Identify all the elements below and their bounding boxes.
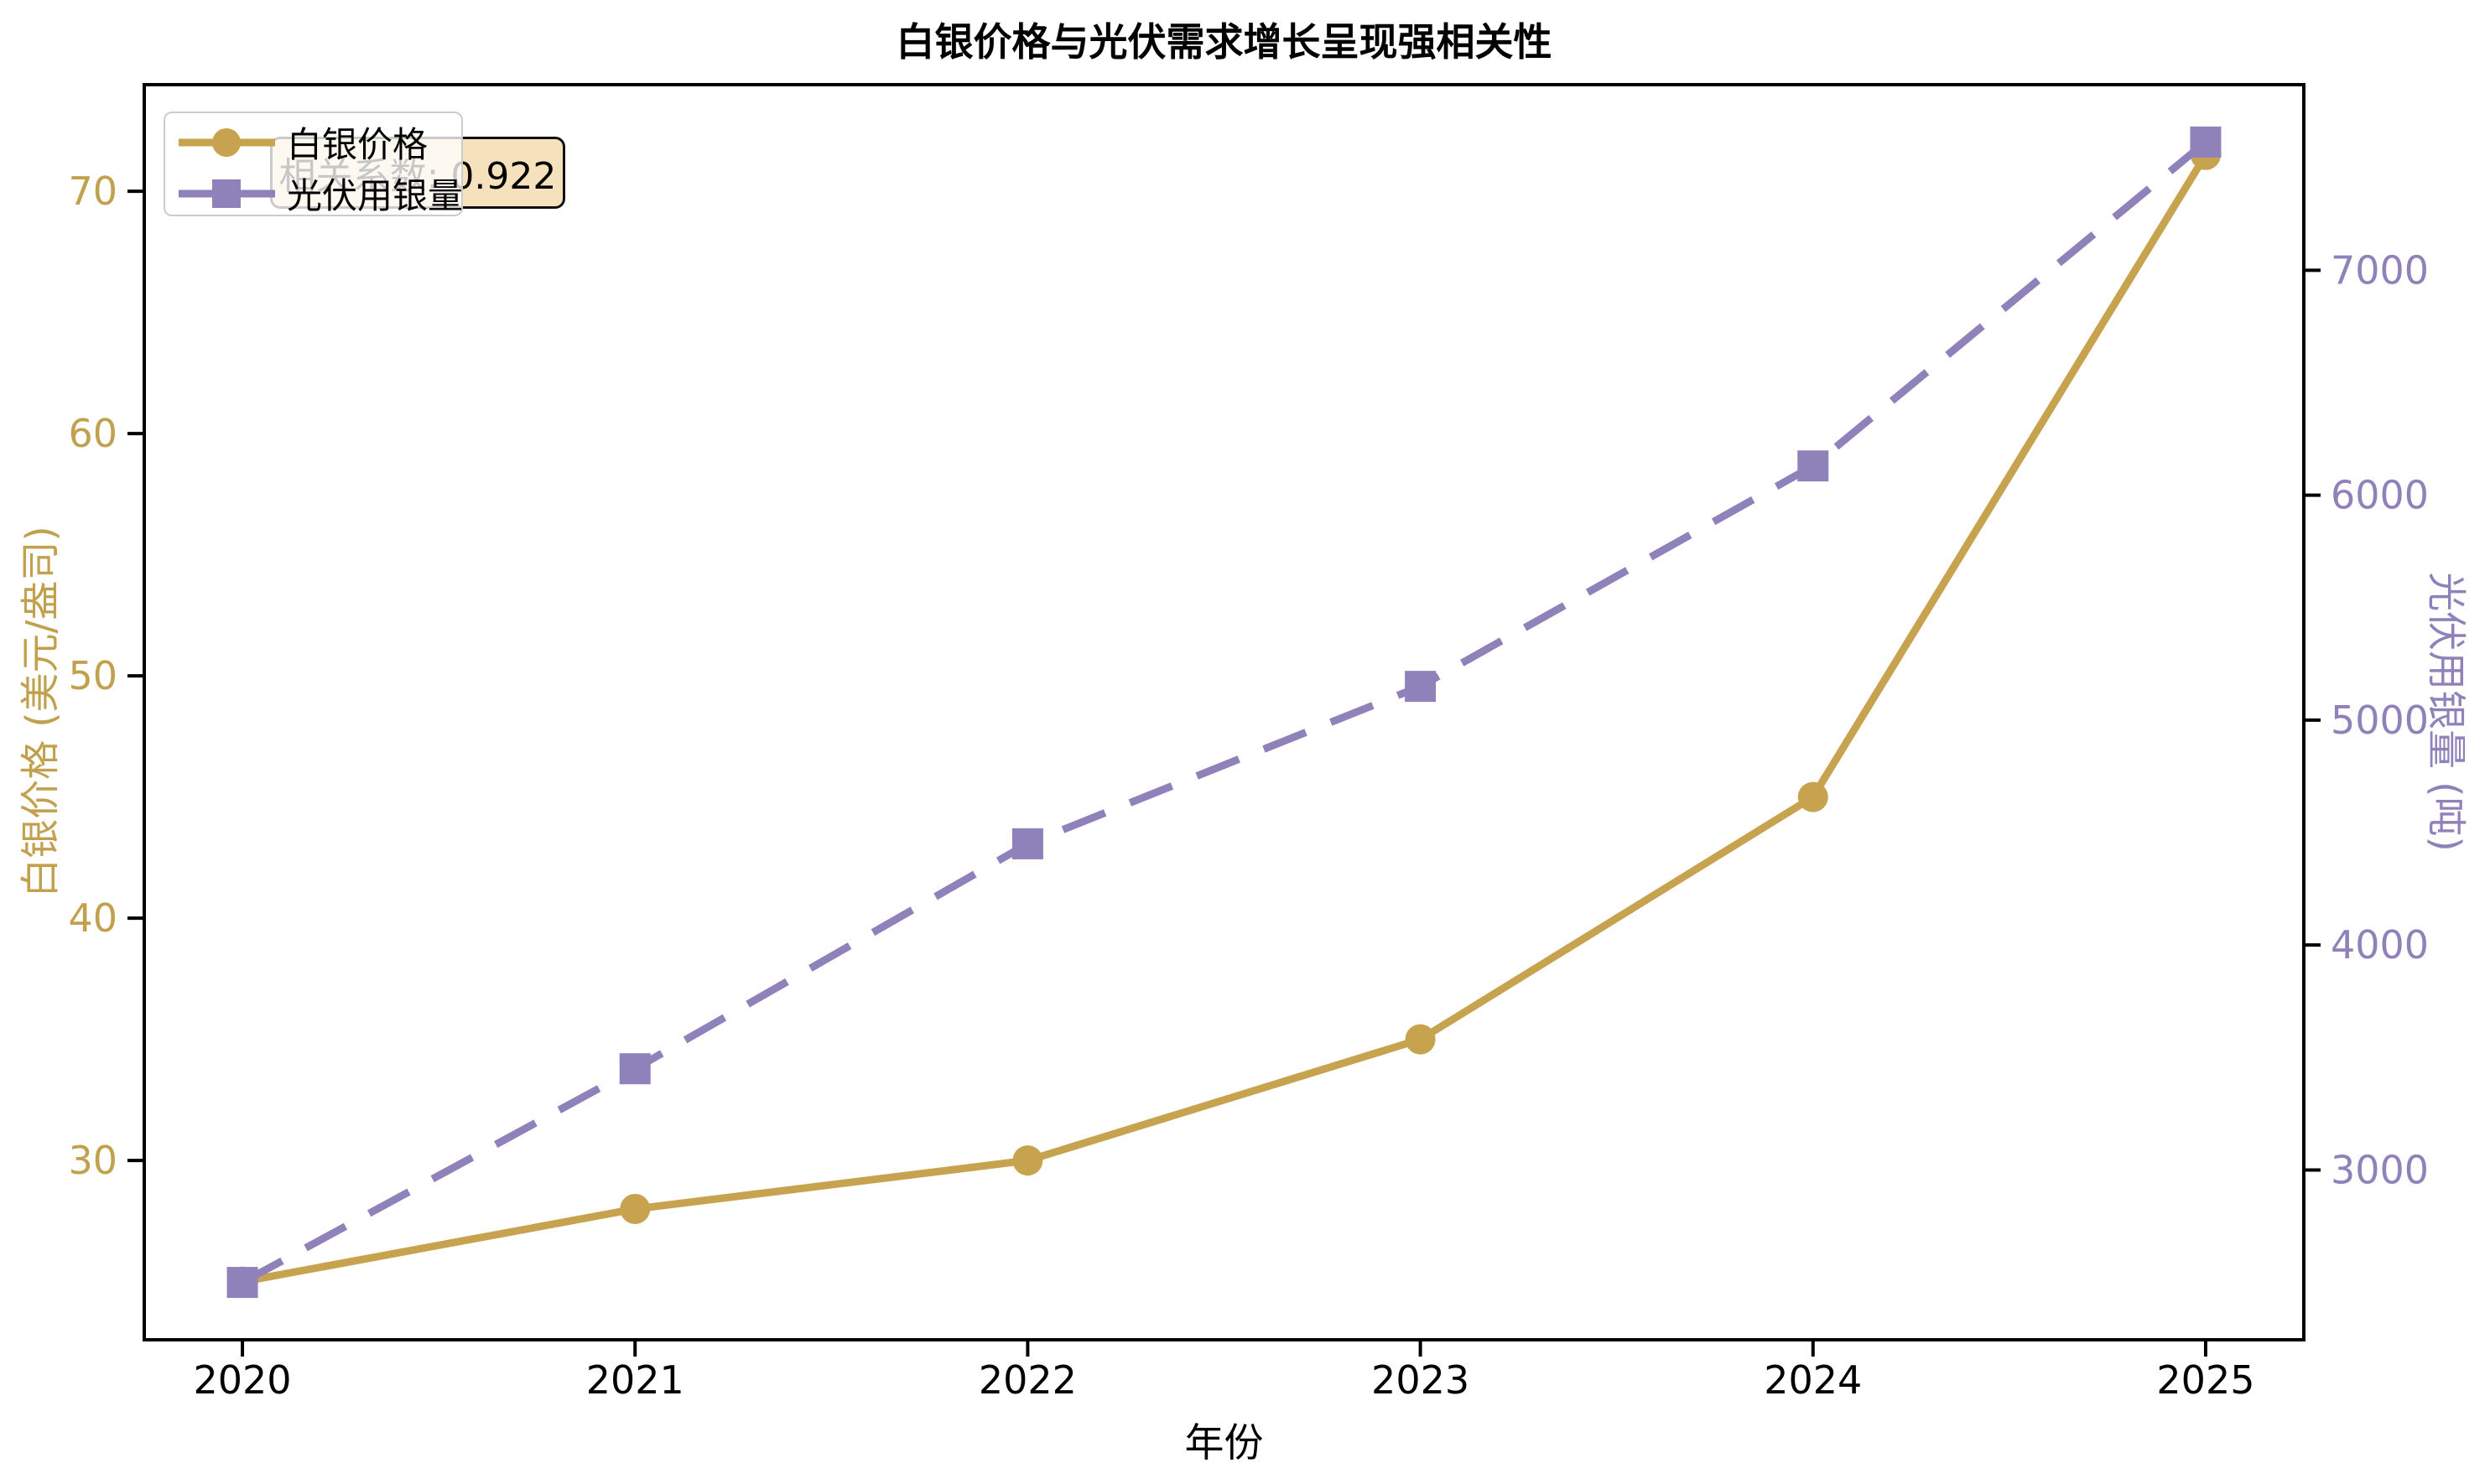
silver-price-line <box>242 153 2209 1286</box>
legend-item-silver: 白银价格 <box>179 117 448 168</box>
left-tick-label: 50 <box>68 653 117 698</box>
silver-marker-2023 <box>1405 1024 1436 1055</box>
pv-silver-line <box>240 138 2208 1286</box>
x-axis-label: 年份 <box>1184 1420 1264 1466</box>
legend-item-pv: 光伏用银量 <box>179 168 463 219</box>
plot-border <box>143 83 2305 1341</box>
silver-marker-2024 <box>1797 781 1828 812</box>
y-axis-label-right: 光伏用银量 (吨) <box>2422 572 2469 852</box>
silver-marker-2022 <box>1012 1145 1043 1176</box>
left-tick-label: 40 <box>68 895 117 941</box>
silver-marker-2021 <box>620 1193 651 1224</box>
legend-label-pv: 光伏用银量 <box>287 175 464 216</box>
pv-marker-2023 <box>1405 671 1437 703</box>
right-tick-label: 3000 <box>2331 1147 2429 1192</box>
y-axis-label-left: 白银价格 (美元/盎司) <box>18 526 65 898</box>
right-tick-label: 7000 <box>2331 247 2429 293</box>
pv-line-swatch-icon <box>179 179 275 208</box>
left-tick-label: 70 <box>68 169 117 214</box>
chart-title: 白银价格与光伏需求增长呈现强相关性 <box>896 19 1552 65</box>
pv-marker-2020 <box>226 1267 258 1299</box>
x-tick-label: 2024 <box>1764 1357 1862 1403</box>
pv-marker-2024 <box>1797 450 1829 482</box>
left-tick-label: 60 <box>68 411 117 456</box>
legend-label-silver: 白银价格 <box>287 124 429 165</box>
silver-line-swatch-icon <box>179 127 275 157</box>
legend: 白银价格 光伏用银量 <box>164 112 463 216</box>
left-tick-label: 30 <box>68 1138 117 1183</box>
right-tick-label: 6000 <box>2331 473 2429 518</box>
pv-marker-2021 <box>619 1053 651 1085</box>
x-tick-label: 2022 <box>979 1357 1077 1403</box>
x-tick-label: 2021 <box>586 1357 684 1403</box>
right-tick-label: 5000 <box>2331 698 2429 743</box>
pv-marker-2025 <box>2190 126 2222 158</box>
x-tick-label: 2020 <box>194 1357 292 1403</box>
x-tick-label: 2025 <box>2156 1357 2254 1403</box>
right-tick-label: 4000 <box>2331 922 2429 968</box>
x-tick-label: 2023 <box>1371 1357 1469 1403</box>
pv-marker-2022 <box>1011 828 1043 859</box>
